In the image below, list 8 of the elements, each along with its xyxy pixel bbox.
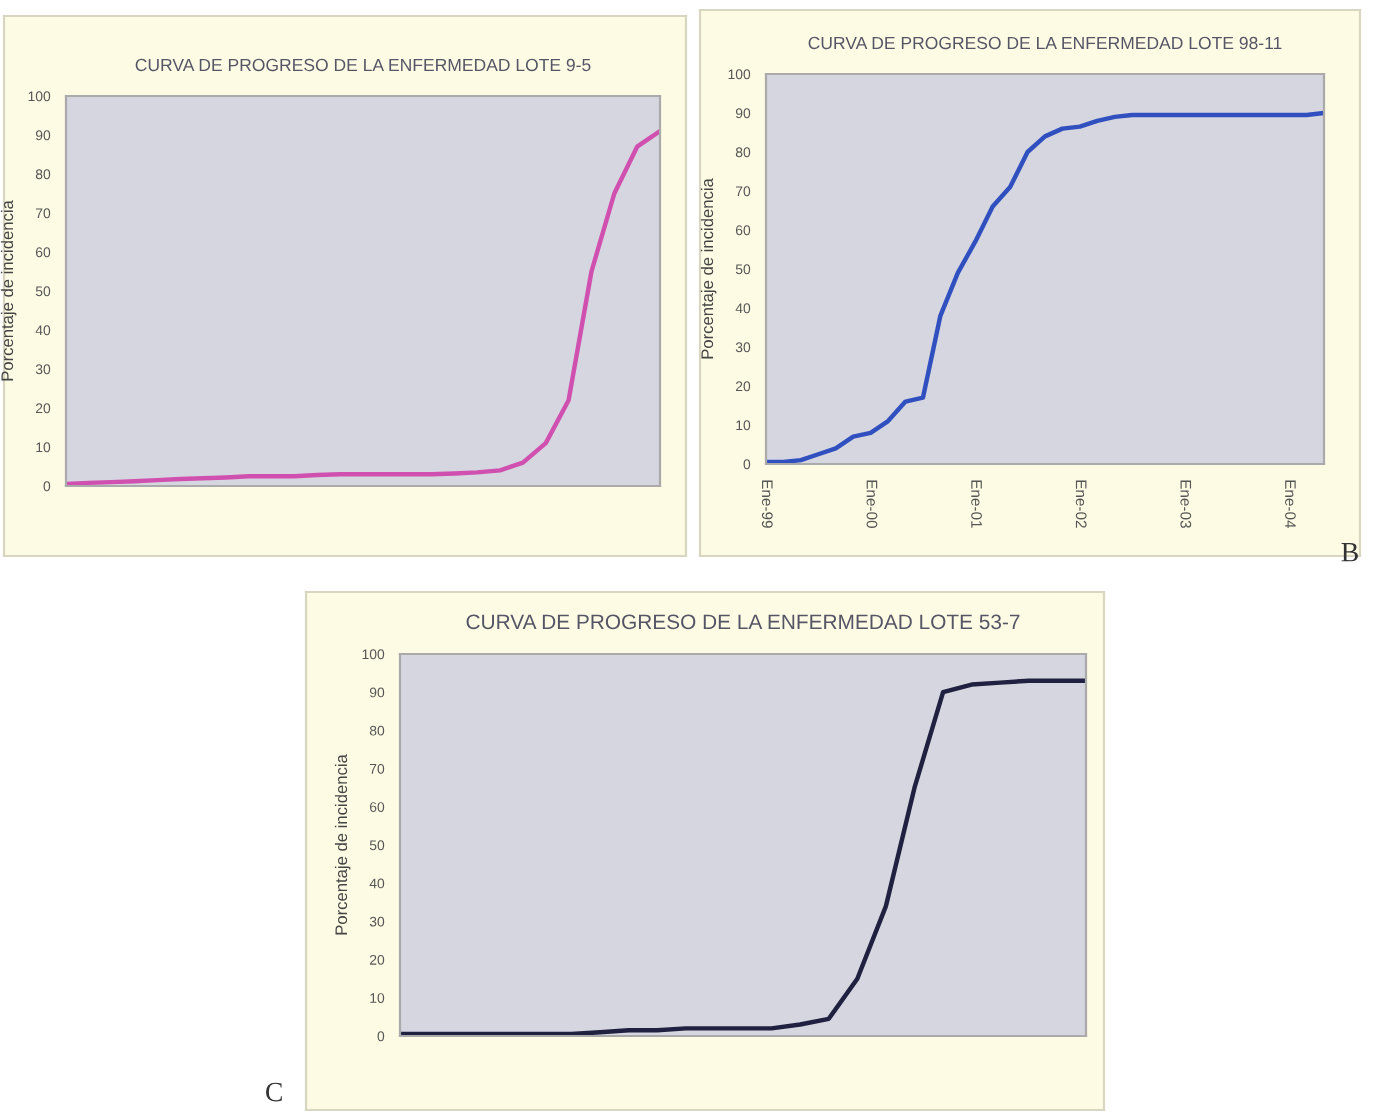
chart-title: CURVA DE PROGRESO DE LA ENFERMEDAD LOTE 9-5 — [135, 58, 591, 72]
text: B — [1341, 543, 1358, 562]
chart-title: CURVA DE PROGRESO DE LA ENFERMEDAD LOTE 53-7 — [466, 614, 1020, 630]
text: C — [265, 1082, 282, 1102]
y-axis-title: Porcentaje de incidencia — [700, 178, 717, 359]
chart-title: CURVA DE PROGRESO DE LA ENFERMEDAD LOTE 98-11 — [808, 36, 1282, 50]
y-axis-title: Porcentaje de incidencia — [334, 754, 351, 935]
y-axis-title: Porcentaje de incidencia — [0, 200, 17, 381]
